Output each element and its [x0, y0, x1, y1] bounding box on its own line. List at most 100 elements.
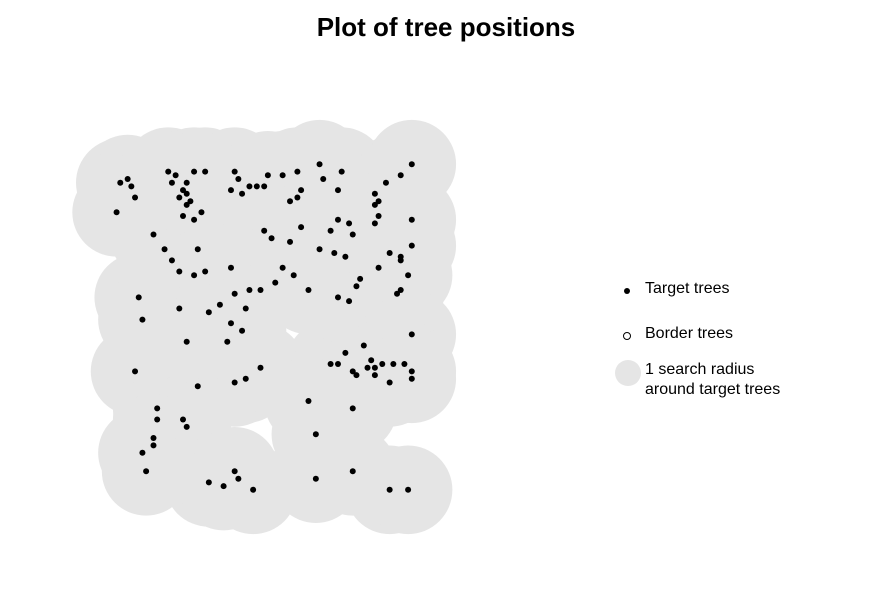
legend-item-border: Border trees: [615, 324, 733, 348]
target-tree-point-33: [320, 176, 327, 182]
target-tree-point-101: [342, 349, 349, 356]
target-tree-point-54: [298, 224, 305, 231]
target-tree-marker: [615, 279, 639, 303]
target-tree-point-28: [287, 198, 294, 205]
target-tree-point-102: [353, 372, 360, 379]
target-tree-point-112: [401, 361, 408, 367]
chart-title: Plot of tree positions: [316, 12, 576, 42]
target-tree-point-50: [194, 246, 201, 253]
target-tree-point-13: [176, 194, 183, 201]
target-tree-point-107: [368, 357, 375, 364]
target-tree-point-6: [172, 172, 179, 179]
target-tree-point-63: [334, 294, 341, 301]
target-tree-point-11: [187, 198, 194, 205]
target-tree-point-132: [349, 468, 356, 475]
search-radius-layer: [72, 119, 457, 535]
target-tree-point-52: [268, 235, 275, 242]
target-tree-point-100: [334, 361, 341, 367]
target-tree-point-127: [220, 483, 227, 490]
target-tree-point-0: [117, 179, 124, 186]
target-tree-point-104: [349, 368, 356, 375]
target-tree-point-4: [113, 209, 120, 216]
target-tree-point-45: [408, 161, 415, 168]
target-tree-point-130: [250, 486, 257, 493]
target-tree-point-129: [235, 475, 242, 482]
target-tree-point-89: [216, 301, 223, 308]
target-tree-point-81: [242, 305, 249, 312]
target-trees-layer: [113, 161, 415, 493]
target-tree-point-83: [272, 279, 279, 286]
target-tree-point-98: [257, 364, 264, 371]
target-tree-point-122: [150, 435, 157, 441]
target-tree-point-9: [180, 187, 187, 194]
target-tree-point-59: [349, 231, 356, 238]
target-tree-point-71: [397, 287, 404, 293]
target-tree-point-75: [176, 268, 183, 275]
target-tree-point-92: [224, 338, 231, 345]
target-tree-point-110: [386, 379, 393, 386]
border-tree-marker: [615, 324, 639, 348]
target-tree-point-55: [316, 246, 323, 253]
target-tree-point-62: [346, 298, 353, 305]
target-tree-point-91: [239, 327, 246, 334]
target-tree-point-10: [183, 190, 190, 197]
target-tree-point-108: [371, 372, 378, 379]
target-tree-point-77: [202, 268, 209, 275]
target-tree-point-18: [198, 209, 205, 216]
target-tree-point-39: [375, 198, 382, 205]
target-tree-point-65: [386, 250, 393, 256]
target-tree-point-86: [305, 287, 312, 293]
target-tree-point-134: [405, 486, 412, 493]
target-tree-point-121: [183, 423, 190, 430]
target-tree-point-99: [327, 361, 334, 367]
target-tree-point-95: [194, 383, 201, 390]
target-tree-point-117: [312, 431, 319, 438]
target-tree-point-46: [408, 216, 415, 223]
search-radius-marker: [615, 360, 641, 386]
target-tree-point-111: [390, 361, 397, 367]
target-tree-point-114: [408, 375, 415, 382]
target-tree-point-93: [183, 338, 190, 345]
target-tree-point-23: [246, 183, 253, 190]
legend-label-border: Border trees: [645, 325, 734, 342]
target-tree-point-74: [139, 316, 146, 323]
target-tree-point-44: [397, 172, 404, 179]
target-tree-point-61: [353, 283, 360, 290]
target-tree-point-35: [338, 168, 345, 175]
target-tree-point-15: [183, 201, 190, 208]
target-tree-point-82: [257, 287, 264, 293]
target-tree-point-78: [227, 264, 234, 271]
target-tree-point-3: [132, 194, 139, 201]
legend-item-radius: 1 search radius around target trees: [615, 360, 780, 400]
target-tree-point-128: [231, 468, 238, 475]
target-tree-point-51: [261, 227, 268, 234]
target-tree-point-20: [235, 176, 242, 182]
target-tree-point-85: [290, 272, 297, 279]
target-tree-point-67: [397, 253, 404, 260]
target-tree-point-69: [408, 242, 415, 249]
target-tree-point-116: [305, 398, 312, 404]
target-tree-point-2: [128, 183, 135, 190]
target-tree-point-21: [227, 187, 234, 194]
target-tree-point-5: [165, 168, 172, 175]
target-tree-point-113: [408, 368, 415, 375]
target-tree-point-36: [334, 216, 341, 223]
target-tree-point-17: [191, 216, 198, 223]
target-tree-point-42: [375, 213, 382, 219]
target-tree-point-120: [180, 416, 187, 423]
target-tree-point-109: [379, 361, 386, 367]
target-tree-point-22: [239, 190, 246, 197]
target-tree-point-57: [331, 250, 338, 256]
target-tree-point-31: [294, 168, 301, 175]
target-tree-point-97: [242, 375, 249, 382]
target-tree-point-8: [183, 179, 190, 186]
target-tree-point-84: [279, 264, 286, 271]
target-tree-point-26: [264, 172, 271, 179]
target-tree-point-96: [231, 379, 238, 386]
target-tree-point-29: [294, 194, 301, 201]
target-tree-point-124: [139, 449, 146, 456]
target-tree-point-103: [360, 342, 367, 349]
target-tree-point-27: [279, 172, 286, 179]
target-tree-point-68: [405, 272, 412, 279]
